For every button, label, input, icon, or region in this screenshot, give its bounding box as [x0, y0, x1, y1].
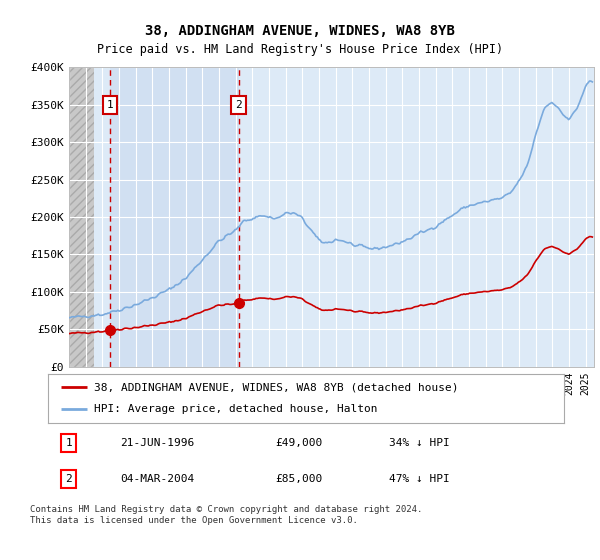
Text: HPI: Average price, detached house, Halton: HPI: Average price, detached house, Halt… — [94, 404, 378, 414]
Text: £49,000: £49,000 — [275, 438, 322, 448]
Bar — [69, 67, 94, 367]
Text: 1: 1 — [107, 100, 113, 110]
Text: £85,000: £85,000 — [275, 474, 322, 484]
Text: Price paid vs. HM Land Registry's House Price Index (HPI): Price paid vs. HM Land Registry's House … — [97, 43, 503, 56]
Text: 2: 2 — [235, 100, 242, 110]
Text: 21-JUN-1996: 21-JUN-1996 — [120, 438, 194, 448]
Bar — [110, 67, 239, 367]
Text: 34% ↓ HPI: 34% ↓ HPI — [389, 438, 449, 448]
Text: 38, ADDINGHAM AVENUE, WIDNES, WA8 8YB (detached house): 38, ADDINGHAM AVENUE, WIDNES, WA8 8YB (d… — [94, 382, 459, 393]
Text: 1: 1 — [65, 438, 72, 448]
Text: 04-MAR-2004: 04-MAR-2004 — [120, 474, 194, 484]
Text: Contains HM Land Registry data © Crown copyright and database right 2024.
This d: Contains HM Land Registry data © Crown c… — [30, 505, 422, 525]
Text: 2: 2 — [65, 474, 72, 484]
Text: 47% ↓ HPI: 47% ↓ HPI — [389, 474, 449, 484]
Text: 38, ADDINGHAM AVENUE, WIDNES, WA8 8YB: 38, ADDINGHAM AVENUE, WIDNES, WA8 8YB — [145, 24, 455, 38]
